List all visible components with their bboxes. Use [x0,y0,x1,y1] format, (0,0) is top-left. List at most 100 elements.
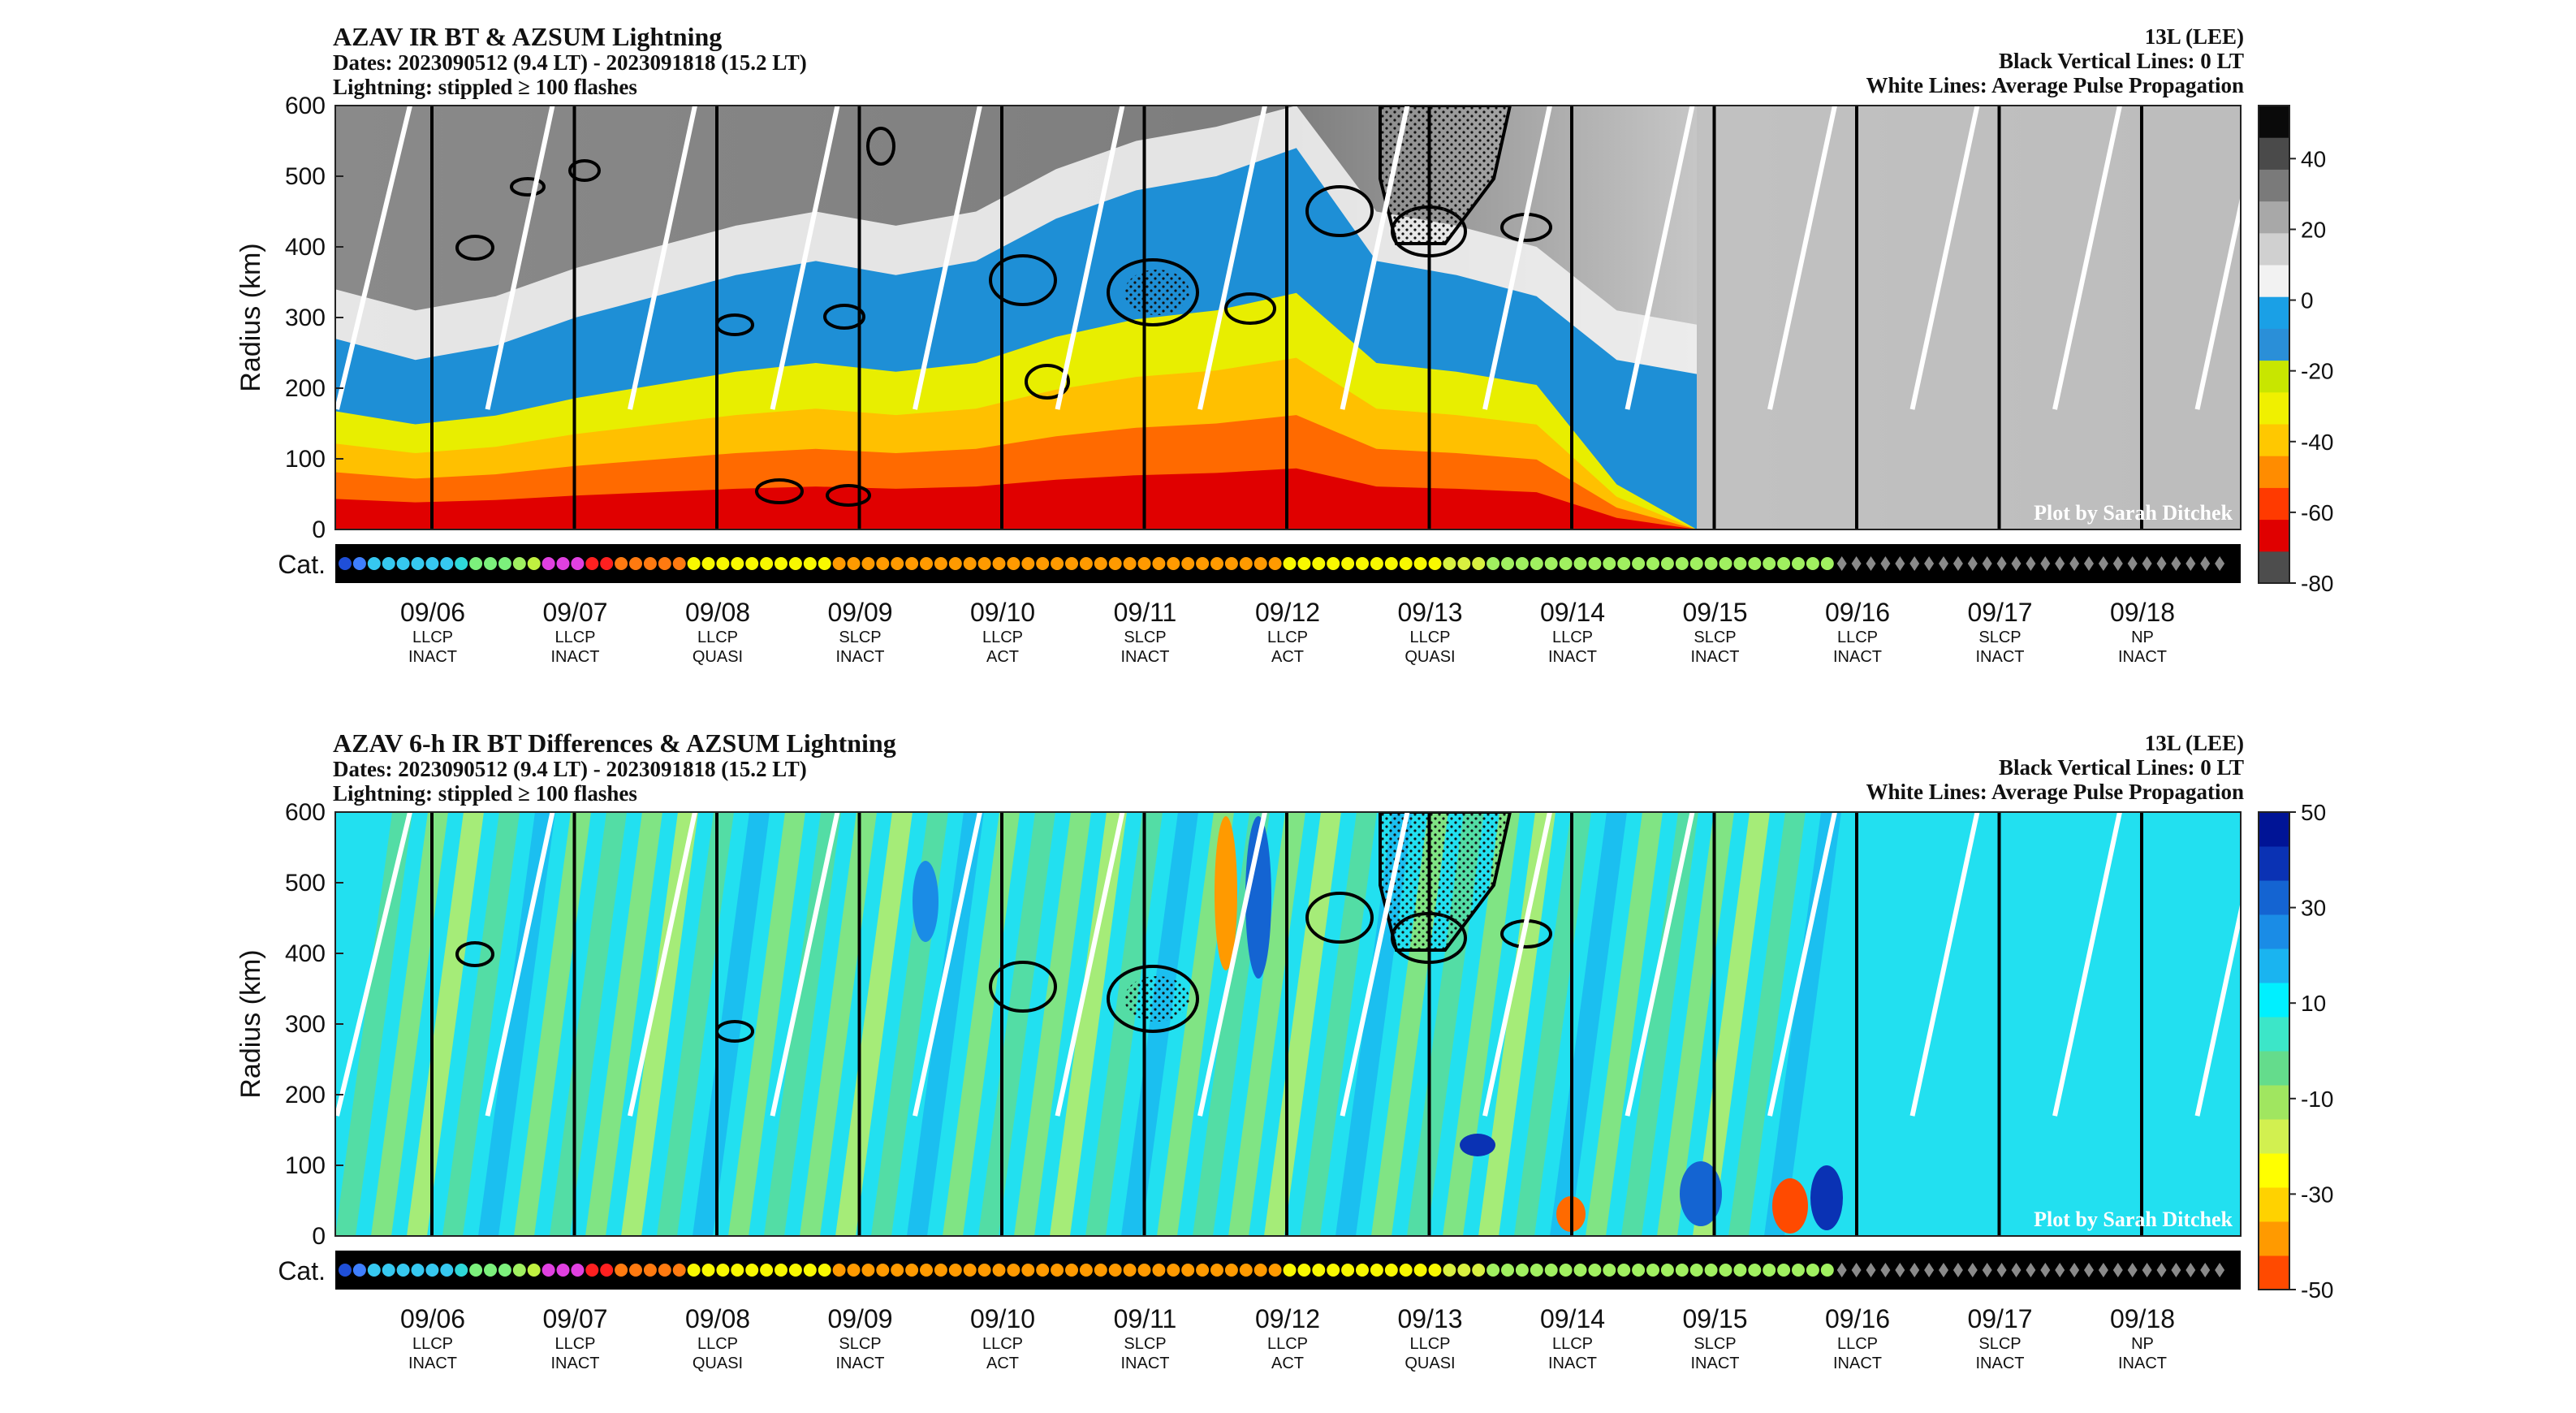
y-tick-label: 500 [285,163,326,190]
category-dot [1413,557,1427,570]
colorbar-segment [2259,391,2289,425]
category-dot [1689,557,1703,570]
category-dot [716,1264,730,1277]
category-diamond [2069,1263,2080,1277]
structure-label: LLCP [1552,629,1593,646]
y-tick-label: 200 [285,375,326,402]
category-dot [1777,557,1791,570]
category-dot [1239,557,1253,570]
date-label: 09/10 [970,1304,1035,1333]
diff-streak [978,812,1055,1236]
diff-streak [1550,812,1627,1236]
colorbar-segment [2259,1051,2289,1086]
diff-streak [728,812,805,1236]
category-dot [1472,557,1486,570]
pulse-line [335,106,412,410]
date-label: 09/09 [827,1304,892,1333]
lightning-contour [866,127,895,166]
colorbar-segment [2259,1187,2289,1222]
colorbar-tick-label: -10 [2301,1087,2333,1112]
category-dot [440,557,454,570]
structure-label: NP [2131,1335,2154,1353]
colorbar-segment [2259,106,2289,138]
colorbar-tick-label: -40 [2301,430,2333,455]
category-dot [469,557,483,570]
diff-streak [585,812,662,1236]
phase-label: INACT [1548,1355,1597,1372]
structure-label: SLCP [1694,1335,1736,1353]
category-diamond [1952,1263,1963,1277]
category-dot [1253,557,1267,570]
category-dot [1181,557,1195,570]
lightning-stipple [1124,976,1189,1022]
category-diamond [2156,1263,2167,1277]
category-dot [1719,1264,1732,1277]
dates-label: Dates: 2023090512 (9.4 LT) - 2023091818 … [333,50,807,75]
diff-streak [514,812,591,1236]
diff-streak [1050,812,1127,1236]
pulse-line [913,106,982,410]
category-diamond [2011,1263,2022,1277]
diff-streak [1693,812,1770,1236]
date-label: 09/07 [542,1304,607,1333]
diff-streak [800,812,877,1236]
category-dot [1021,1264,1035,1277]
category-dot [1544,1264,1558,1277]
category-diamond [1851,556,1862,571]
category-dot [1617,557,1631,570]
colorbar-tick-label: 0 [2301,288,2314,313]
category-diamond [2215,556,2225,571]
structure-label: LLCP [1552,1335,1593,1353]
category-dot [832,557,846,570]
plot-area [335,106,2241,529]
structure-label: LLCP [412,629,453,646]
category-dot [963,1264,977,1277]
phase-label: INACT [1691,1355,1740,1372]
date-label: 09/17 [1967,598,2032,627]
category-diamond [1836,1263,1847,1277]
phase-label: INACT [1121,1355,1170,1372]
diff-cold-cell [1810,1165,1843,1230]
category-dot [425,1264,439,1277]
phase-label: QUASI [1405,648,1455,666]
lightning-contour [823,304,865,330]
structure-label: SLCP [1978,1335,2021,1353]
category-dot [847,557,861,570]
pulse-line [1625,106,1695,410]
category-dot [876,1264,890,1277]
structure-label: LLCP [1267,1335,1308,1353]
category-diamond [1982,556,1992,571]
y-tick-label: 0 [312,516,326,543]
category-dot [963,557,977,570]
category-dot [1181,1264,1195,1277]
category-dot [687,557,701,570]
category-dot [1733,1264,1747,1277]
lightning-stipple [1379,106,1512,245]
category-dot [1501,557,1514,570]
colorbar-segment [2259,265,2289,297]
phase-label: INACT [408,1355,457,1372]
category-diamond [1939,1263,1948,1277]
category-dot [352,1264,366,1277]
category-dot [1384,1264,1398,1277]
category-dot [1312,557,1326,570]
colorbar-tick-label: 10 [2301,991,2326,1016]
category-dot [992,557,1006,570]
pulse-line [1909,812,1980,1117]
category-dot [1603,1264,1616,1277]
category-dot [1224,1264,1238,1277]
category-diamond [1924,1263,1935,1277]
category-dot [1588,557,1602,570]
category-dot [1356,1264,1369,1277]
category-dot [1515,557,1529,570]
colorbar-segment [2259,1085,2289,1120]
category-dot [891,557,904,570]
pulse-line [1482,106,1552,410]
lightning-contour [1305,892,1374,944]
category-dot [339,557,352,570]
date-label: 09/12 [1255,598,1320,627]
category-dot [1689,1264,1703,1277]
category-dot [876,557,890,570]
y-tick-label: 600 [285,93,326,119]
category-dot [760,1264,774,1277]
